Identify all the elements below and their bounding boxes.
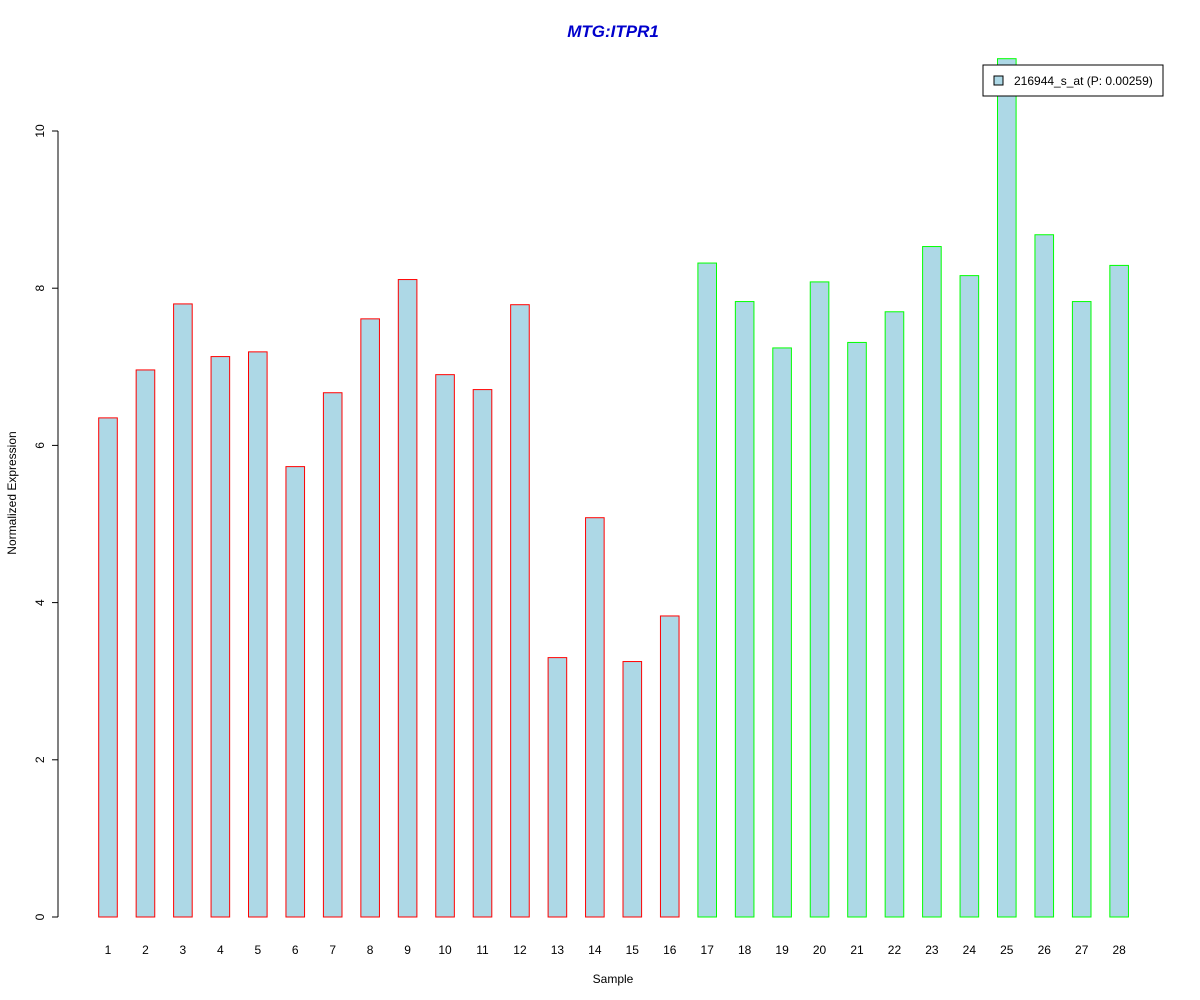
x-tick-label: 10 <box>438 943 452 957</box>
legend-label: 216944_s_at (P: 0.00259) <box>1014 74 1153 88</box>
x-tick-label: 15 <box>626 943 640 957</box>
bar-sample-3 <box>173 303 193 918</box>
bar-sample-12 <box>510 304 530 918</box>
x-tick-label: 26 <box>1038 943 1052 957</box>
legend-box <box>982 64 1164 97</box>
x-tick-label: 17 <box>701 943 715 957</box>
x-tick-label: 25 <box>1000 943 1014 957</box>
bar-sample-14 <box>585 517 605 918</box>
x-tick-label: 2 <box>142 943 149 957</box>
x-tick-label: 24 <box>963 943 977 957</box>
bar-sample-15 <box>622 661 643 918</box>
chart-title: MTG:ITPR1 <box>567 22 659 41</box>
y-tick-label: 6 <box>33 442 47 449</box>
bar-sample-19 <box>772 347 792 918</box>
y-tick-label: 2 <box>33 756 47 763</box>
x-tick-label: 27 <box>1075 943 1089 957</box>
bar-sample-23 <box>922 246 942 918</box>
bar-sample-11 <box>472 389 493 918</box>
x-tick-label: 23 <box>925 943 939 957</box>
bar-sample-18 <box>734 301 755 918</box>
bar-sample-4 <box>210 356 231 918</box>
x-tick-label: 14 <box>588 943 602 957</box>
bar-sample-20 <box>809 281 830 918</box>
bar-sample-24 <box>959 275 980 918</box>
x-tick-label: 21 <box>850 943 864 957</box>
y-axis-ticks: 0 2 4 6 8 10 <box>33 124 58 920</box>
bar-sample-5 <box>248 351 268 918</box>
y-tick-label: 10 <box>33 124 47 138</box>
x-tick-label: 16 <box>663 943 677 957</box>
bar-sample-27 <box>1071 301 1092 918</box>
x-tick-label: 8 <box>367 943 374 957</box>
bar-sample-16 <box>659 615 680 918</box>
bar-sample-8 <box>360 318 380 918</box>
x-tick-label: 18 <box>738 943 752 957</box>
x-tick-label: 6 <box>292 943 299 957</box>
legend: 216944_s_at (P: 0.00259) <box>982 64 1164 97</box>
x-tick-label: 19 <box>775 943 789 957</box>
bar-sample-22 <box>884 311 905 918</box>
y-axis-label: Normalized Expression <box>5 431 19 554</box>
bar-sample-10 <box>435 374 455 918</box>
bar-sample-13 <box>547 657 568 918</box>
x-tick-label: 13 <box>551 943 565 957</box>
bars <box>98 58 1129 918</box>
x-tick-label: 20 <box>813 943 827 957</box>
y-tick-label: 8 <box>33 285 47 292</box>
x-tick-label: 7 <box>329 943 336 957</box>
x-tick-label: 4 <box>217 943 224 957</box>
y-tick-label: 4 <box>33 599 47 606</box>
bar-sample-28 <box>1109 264 1129 918</box>
bar-sample-1 <box>98 417 118 918</box>
bar-sample-21 <box>847 341 867 918</box>
bar-sample-7 <box>322 392 343 918</box>
bar-sample-6 <box>285 466 306 918</box>
x-axis-tick-labels: 1 2 3 4 5 6 7 8 9 10 11 12 13 14 15 16 17 18 19 20 21 22 23 24 2… <box>105 943 1126 957</box>
x-tick-label: 12 <box>513 943 527 957</box>
y-tick-label: 0 <box>33 913 47 920</box>
x-tick-label: 22 <box>888 943 902 957</box>
x-tick-label: 5 <box>254 943 261 957</box>
bar-sample-25 <box>997 58 1017 918</box>
x-axis-label: Sample <box>593 972 634 986</box>
x-tick-label: 9 <box>404 943 411 957</box>
bar-sample-26 <box>1034 234 1055 918</box>
bar-sample-17 <box>697 262 718 918</box>
bar-sample-2 <box>135 369 156 918</box>
x-tick-label: 11 <box>476 943 489 957</box>
legend-swatch <box>993 75 1004 86</box>
x-tick-label: 28 <box>1112 943 1126 957</box>
x-tick-label: 1 <box>105 943 112 957</box>
x-tick-label: 3 <box>180 943 187 957</box>
bar-sample-9 <box>397 279 418 918</box>
